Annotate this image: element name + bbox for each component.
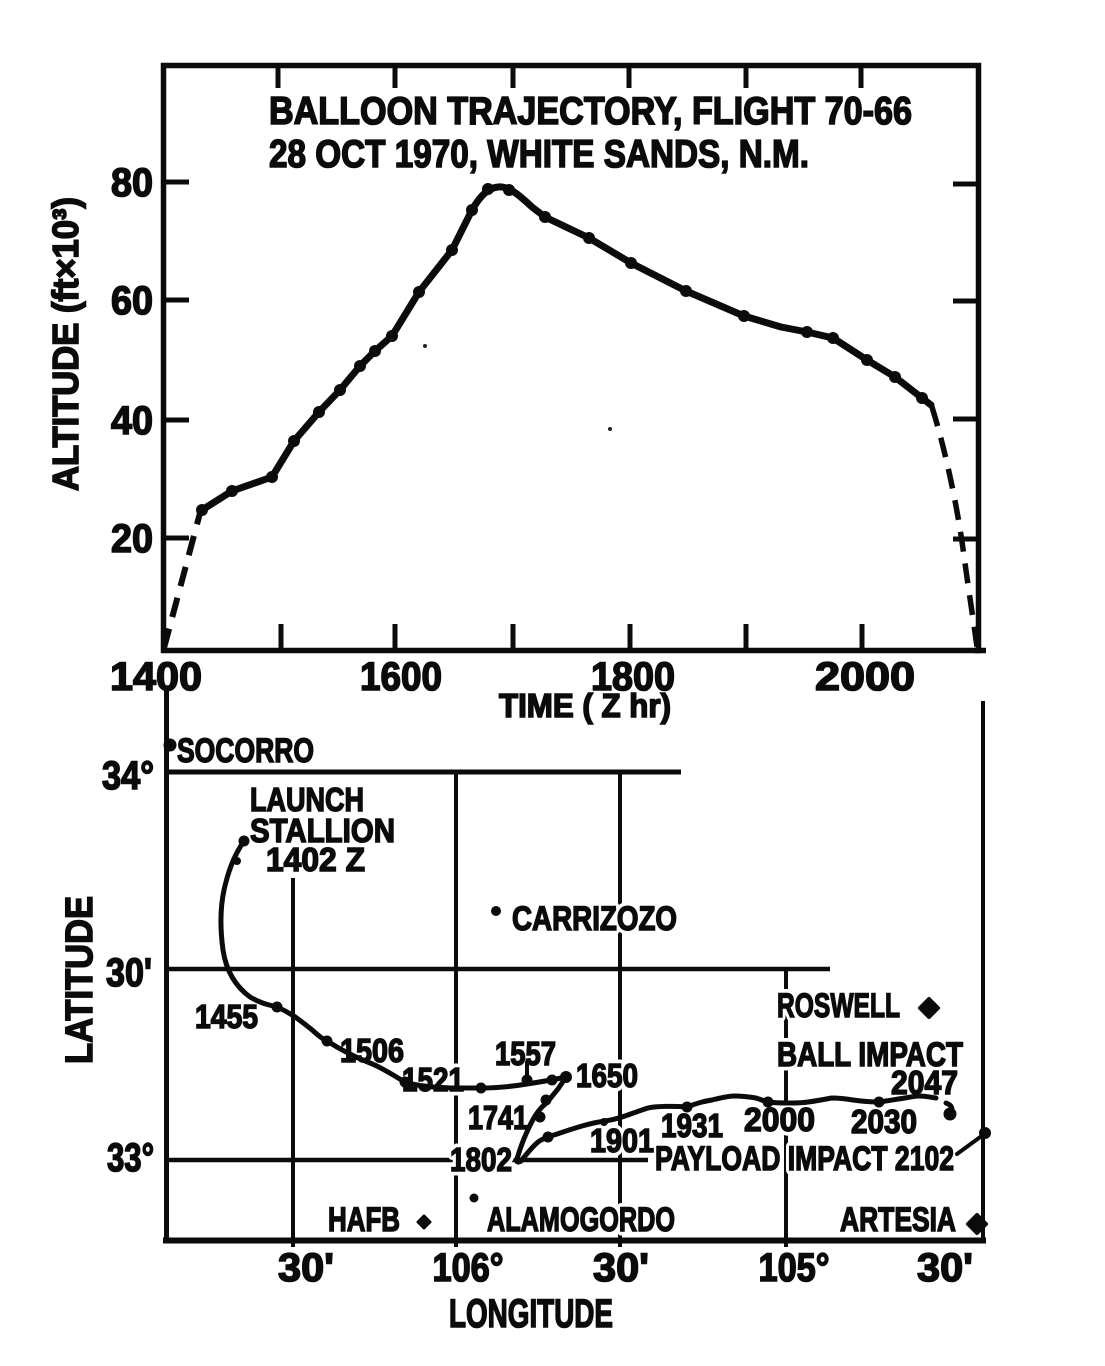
svg-text:1400: 1400 — [110, 655, 202, 699]
svg-text:105°: 105° — [759, 1246, 830, 1290]
svg-text:33°: 33° — [107, 1136, 154, 1180]
svg-text:30': 30' — [106, 951, 152, 995]
svg-text:40: 40 — [111, 399, 153, 443]
svg-text:80: 80 — [111, 161, 153, 205]
svg-text:106°: 106° — [433, 1246, 504, 1290]
svg-text:1600: 1600 — [360, 655, 442, 699]
svg-text:TIME ( Z hr): TIME ( Z hr) — [499, 687, 671, 724]
svg-text:30': 30' — [278, 1246, 334, 1290]
svg-text:20: 20 — [111, 517, 153, 561]
svg-text:LONGITUDE: LONGITUDE — [449, 1292, 613, 1336]
svg-text:1800: 1800 — [591, 655, 675, 699]
svg-text:30': 30' — [917, 1246, 973, 1290]
svg-text:BALLOON TRAJECTORY, FLIGHT 70: BALLOON TRAJECTORY, FLIGHT 70-66 — [269, 90, 912, 133]
svg-text:60: 60 — [111, 279, 153, 323]
svg-text:30': 30' — [593, 1246, 649, 1290]
svg-text:LATITUDE: LATITUDE — [59, 896, 101, 1064]
svg-text:ALTITUDE (ft×10³): ALTITUDE (ft×10³) — [45, 197, 86, 491]
svg-text:2000: 2000 — [815, 655, 915, 699]
svg-text:28 OCT 1970, WHITE SANDS, N.M: 28 OCT 1970, WHITE SANDS, N.M. — [269, 133, 809, 176]
svg-text:34°: 34° — [102, 754, 154, 798]
